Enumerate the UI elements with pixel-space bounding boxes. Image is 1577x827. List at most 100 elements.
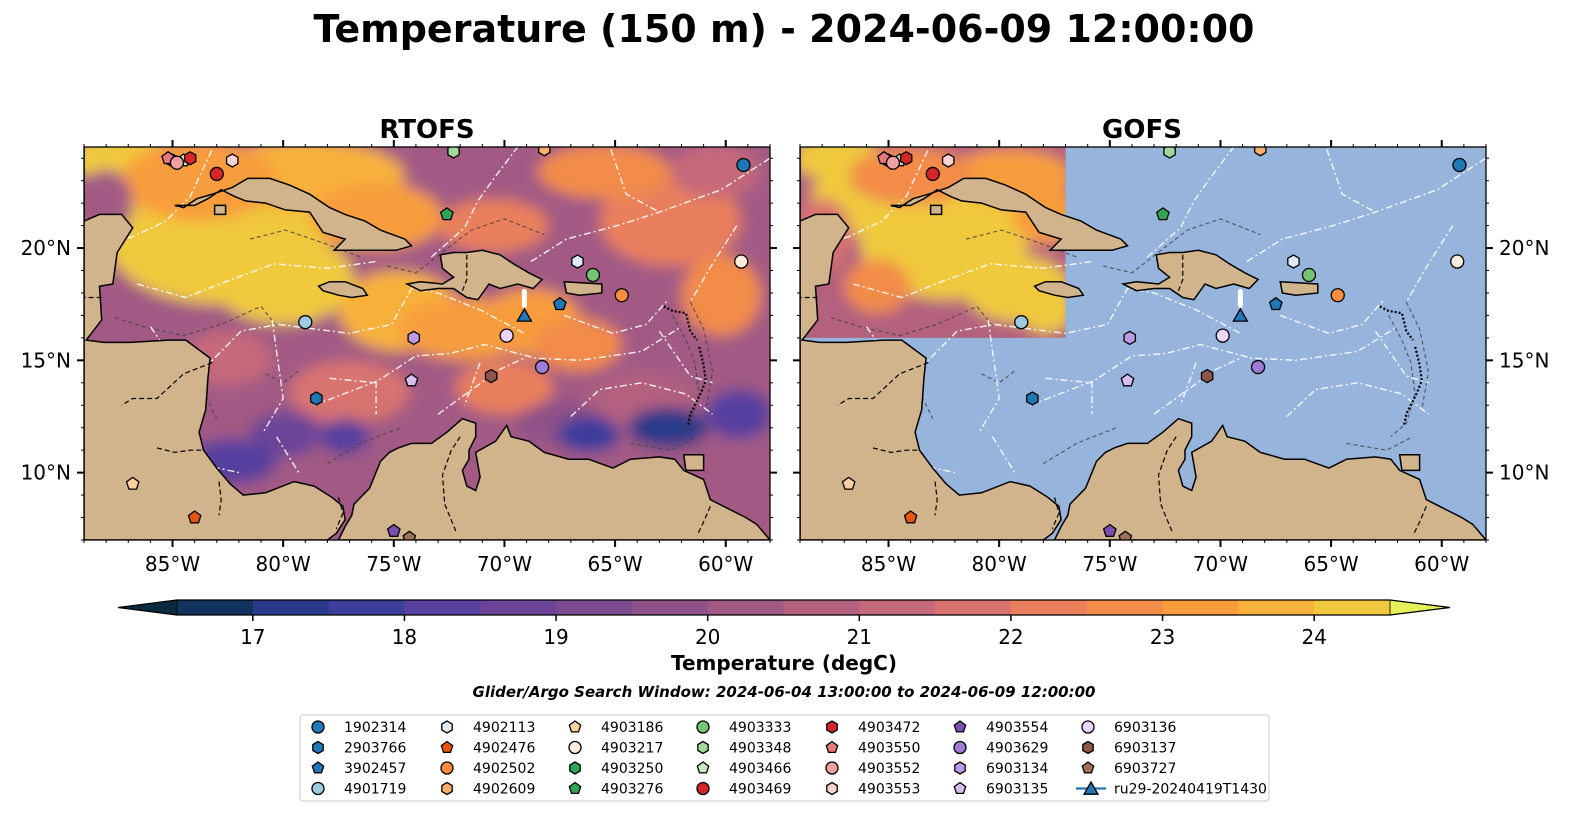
float-marker-6903727	[1118, 530, 1133, 540]
float-marker-3902457	[552, 296, 567, 311]
legend-marker-4903550	[825, 740, 839, 754]
float-marker-6903135	[404, 373, 419, 387]
legend-marker-4903472	[826, 720, 838, 734]
float-marker-4902476	[903, 510, 918, 524]
float-marker-6903134	[407, 330, 421, 346]
legend-marker-4901719	[311, 781, 325, 796]
float-marker-6903135	[1120, 373, 1135, 387]
legend-item-4903466: 4903466	[696, 761, 791, 777]
colorbar-segment	[252, 600, 330, 615]
legend-marker-4903276	[568, 781, 582, 795]
legend-marker-4902502	[440, 761, 454, 775]
colorbar-segment	[631, 600, 709, 615]
colorbar-segment	[328, 600, 406, 615]
legend-marker-6903135	[953, 781, 967, 795]
float-marker-4903276	[439, 207, 454, 221]
legend-label: 4903466	[729, 761, 791, 777]
legend-label: 6903134	[986, 761, 1048, 777]
colorbar-segment	[1162, 600, 1239, 615]
colorbar-tick-label: 23	[1150, 625, 1175, 649]
rtofs-land	[84, 147, 770, 540]
legend-marker-4902113	[441, 720, 453, 734]
float-marker-4903629	[1250, 359, 1266, 375]
rtofs-temperature-field	[84, 147, 770, 540]
x-tick-label: 65°W	[1303, 552, 1358, 576]
legend-marker-4903333	[696, 720, 710, 734]
float-marker-4902502	[1330, 288, 1345, 303]
legend-label: 4903217	[601, 741, 663, 757]
x-tick-label: 80°W	[972, 552, 1027, 576]
legend-label: 4903554	[986, 720, 1048, 736]
colorbar-segment	[404, 600, 481, 615]
legend-item-6903135: 6903135	[953, 781, 1048, 798]
legend-label: 4903276	[601, 782, 663, 798]
colorbar-segment	[556, 600, 633, 615]
legend-label: 4903186	[601, 720, 663, 736]
legend-label: ru29-20240419T1430	[1114, 782, 1267, 798]
legend-marker-4902609	[441, 781, 453, 796]
colorbar-tick-label: 18	[392, 625, 417, 649]
gofs-axis-ticks: 85°W 80°W 75°W 70°W 65°W 60°W 10°N 15°N 20°N	[793, 140, 1549, 576]
land-trinidad	[682, 453, 705, 472]
x-tick-label: 70°W	[1193, 552, 1248, 576]
x-tick-label: 60°W	[1414, 552, 1469, 576]
legend-item-4903186: 4903186	[568, 720, 663, 736]
float-marker-4903629	[534, 359, 550, 375]
land-cuba	[890, 177, 1129, 252]
legend-label: 4903333	[729, 720, 791, 736]
land-jamaica	[1033, 280, 1085, 299]
gofs-panel-title: GOFS	[1102, 115, 1182, 145]
legend-label: 4901719	[344, 782, 406, 798]
search-window-caption: Glider/Argo Search Window: 2024-06-04 13…	[473, 683, 1096, 701]
gofs-bathymetry-contours	[830, 218, 1430, 465]
colorbar-min-extension	[117, 599, 178, 616]
legend-marker-6903137	[1082, 740, 1094, 755]
float-marker-2903766	[310, 391, 323, 406]
float-marker-4901719	[298, 315, 313, 330]
legend-label: 4902502	[473, 761, 535, 777]
legend-item-4903217: 4903217	[568, 740, 663, 757]
legend-label: 4903629	[986, 741, 1048, 757]
colorbar-ticks: 17 18 19 20 21 22 23 24	[240, 615, 1327, 649]
float-marker-4903554	[1102, 523, 1117, 537]
float-marker-ru29-20240419T1430	[1232, 307, 1249, 322]
legend-item-4902502: 4902502	[440, 761, 535, 777]
float-marker-ru29-20240419T1430	[516, 307, 533, 322]
legend-item-1902314: 1902314	[311, 720, 406, 736]
legend-item-4903554: 4903554	[953, 720, 1048, 736]
float-marker-6903136	[1215, 328, 1230, 343]
float-marker-2903766	[1026, 391, 1039, 406]
legend-item-4903472: 4903472	[826, 720, 920, 736]
legend-marker-4903217	[568, 740, 582, 755]
float-marker-4903469	[209, 166, 224, 182]
rtofs-map-frame	[83, 146, 771, 541]
legend-item-4903550: 4903550	[825, 740, 920, 757]
legend-item-4903469: 4903469	[696, 782, 791, 798]
colorbar-tick-label: 19	[543, 625, 568, 649]
legend-label: 6903136	[1114, 720, 1176, 736]
colorbar-tick-label: 20	[695, 625, 720, 649]
legend-marker-4903554	[953, 720, 967, 733]
land-trinidad	[1398, 453, 1421, 472]
gofs-country-borders	[800, 254, 1427, 536]
float-marker-4903552	[885, 155, 901, 170]
float-marker-4903348	[1163, 147, 1176, 159]
legend-label: 1902314	[344, 720, 406, 736]
float-marker-6903134	[1123, 330, 1137, 346]
legend-label: 4903469	[729, 782, 791, 798]
legend-label: 4903348	[729, 741, 791, 757]
rtofs-axis-ticks: 85°W 80°W 75°W 70°W 65°W 60°W 10°N 15°N 20°N	[21, 140, 777, 576]
float-marker-4903348	[447, 147, 460, 159]
colorbar-segment	[1086, 600, 1164, 615]
float-marker-4903552	[169, 155, 185, 170]
legend-label: 4903552	[858, 761, 920, 777]
rtofs-panel-title: RTOFS	[379, 115, 474, 145]
legend-item-4903553: 4903553	[826, 782, 920, 798]
x-tick-label: 85°W	[861, 552, 916, 576]
legend-item-4902113: 4902113	[441, 720, 535, 736]
colorbar-tick-label: 24	[1301, 625, 1326, 649]
float-marker-3902457	[1268, 296, 1283, 311]
legend-item-6903134: 6903134	[954, 761, 1048, 777]
y-tick-label: 20°N	[1499, 236, 1549, 260]
